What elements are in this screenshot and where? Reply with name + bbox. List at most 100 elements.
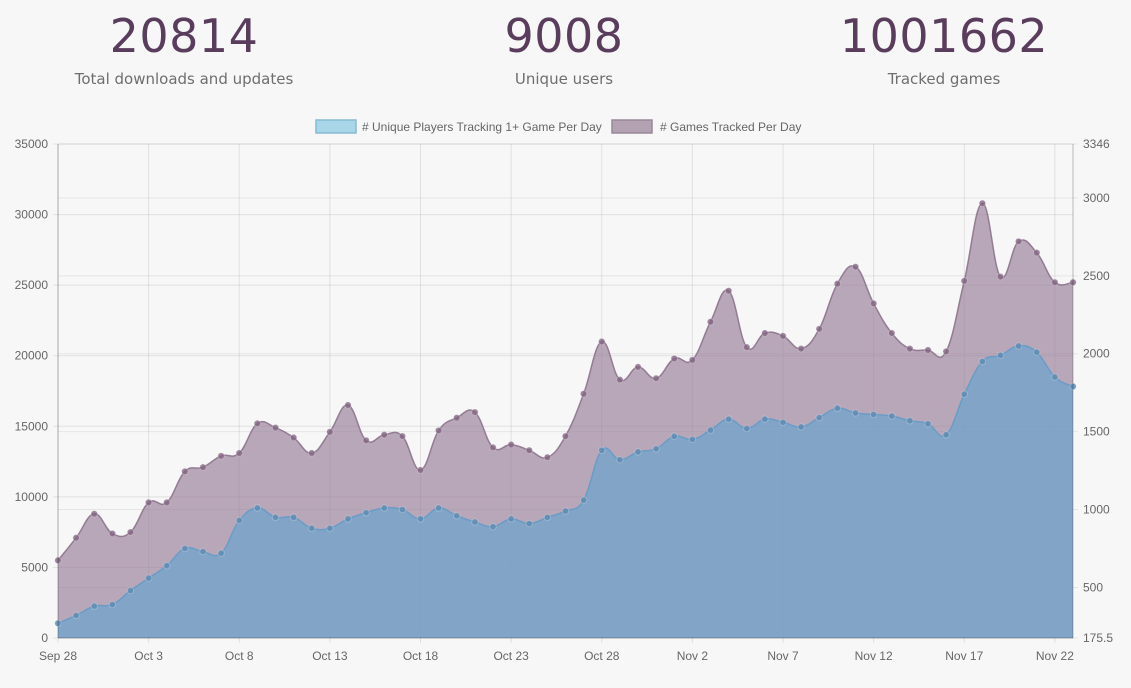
games-tracked-point[interactable]: [1033, 248, 1041, 257]
unique-players-point[interactable]: [434, 504, 443, 512]
unique-players-point[interactable]: [743, 424, 751, 433]
games-tracked-point[interactable]: [779, 332, 787, 340]
unique-players-point[interactable]: [108, 600, 117, 609]
legend-swatch[interactable]: [611, 119, 653, 134]
games-tracked-point[interactable]: [489, 443, 497, 452]
games-tracked-point[interactable]: [326, 428, 334, 436]
games-tracked-point[interactable]: [380, 431, 388, 439]
games-tracked-point[interactable]: [289, 433, 298, 442]
unique-players-point[interactable]: [706, 426, 715, 434]
games-tracked-point[interactable]: [670, 354, 678, 363]
games-tracked-point[interactable]: [163, 498, 171, 507]
unique-players-point[interactable]: [670, 432, 678, 441]
legend-swatch[interactable]: [315, 119, 357, 134]
unique-players-point[interactable]: [869, 410, 878, 419]
unique-players-point[interactable]: [199, 547, 207, 556]
games-tracked-point[interactable]: [616, 376, 624, 384]
unique-players-point[interactable]: [978, 357, 987, 366]
games-tracked-point[interactable]: [1051, 278, 1059, 287]
games-tracked-point[interactable]: [579, 390, 588, 398]
legend-label[interactable]: # Games Tracked Per Day: [660, 120, 801, 134]
games-tracked-point[interactable]: [561, 432, 570, 440]
games-tracked-point[interactable]: [652, 374, 660, 382]
unique-players-point[interactable]: [507, 515, 515, 523]
games-tracked-point[interactable]: [235, 449, 243, 457]
unique-players-point[interactable]: [688, 435, 697, 444]
unique-players-point[interactable]: [289, 513, 298, 522]
unique-players-point[interactable]: [489, 522, 497, 531]
games-tracked-point[interactable]: [869, 299, 878, 308]
games-tracked-point[interactable]: [888, 329, 896, 337]
games-tracked-point[interactable]: [706, 318, 715, 326]
unique-players-point[interactable]: [181, 544, 189, 553]
games-tracked-point[interactable]: [199, 463, 207, 471]
games-tracked-point[interactable]: [634, 363, 642, 371]
unique-players-point[interactable]: [54, 619, 62, 627]
games-tracked-point[interactable]: [833, 280, 842, 288]
unique-players-point[interactable]: [144, 574, 153, 582]
unique-players-point[interactable]: [942, 431, 950, 439]
unique-players-point[interactable]: [308, 524, 316, 532]
games-tracked-point[interactable]: [217, 452, 225, 460]
unique-players-point[interactable]: [779, 418, 787, 426]
games-tracked-point[interactable]: [181, 467, 189, 476]
games-tracked-point[interactable]: [90, 510, 98, 518]
unique-players-point[interactable]: [271, 513, 280, 522]
games-tracked-point[interactable]: [851, 263, 860, 271]
unique-players-point[interactable]: [362, 508, 370, 517]
unique-players-point[interactable]: [543, 513, 552, 522]
unique-players-point[interactable]: [72, 611, 80, 620]
unique-players-point[interactable]: [398, 505, 407, 514]
games-tracked-point[interactable]: [416, 466, 425, 474]
games-tracked-point[interactable]: [978, 199, 987, 207]
games-tracked-point[interactable]: [271, 423, 280, 432]
games-tracked-point[interactable]: [507, 440, 515, 449]
unique-players-point[interactable]: [598, 446, 606, 455]
games-tracked-point[interactable]: [144, 498, 153, 507]
unique-players-point[interactable]: [634, 448, 642, 456]
games-tracked-point[interactable]: [797, 344, 805, 353]
unique-players-point[interactable]: [1033, 348, 1041, 356]
games-tracked-point[interactable]: [815, 325, 823, 333]
games-tracked-point[interactable]: [906, 344, 914, 353]
games-tracked-point[interactable]: [308, 449, 316, 457]
games-tracked-point[interactable]: [724, 287, 733, 295]
unique-players-point[interactable]: [380, 504, 388, 512]
unique-players-point[interactable]: [924, 420, 932, 428]
unique-players-point[interactable]: [525, 519, 533, 528]
unique-players-point[interactable]: [888, 412, 896, 420]
games-tracked-point[interactable]: [434, 426, 443, 435]
unique-players-point[interactable]: [163, 561, 171, 570]
unique-players-point[interactable]: [1069, 382, 1077, 391]
games-tracked-point[interactable]: [1014, 237, 1023, 246]
unique-players-point[interactable]: [960, 390, 968, 398]
games-tracked-point[interactable]: [688, 356, 697, 364]
unique-players-point[interactable]: [471, 518, 479, 526]
unique-players-point[interactable]: [724, 415, 733, 423]
games-tracked-point[interactable]: [253, 419, 262, 428]
games-tracked-point[interactable]: [72, 534, 80, 542]
games-tracked-point[interactable]: [108, 529, 117, 538]
unique-players-point[interactable]: [1014, 342, 1023, 350]
games-tracked-point[interactable]: [761, 329, 769, 337]
games-tracked-point[interactable]: [1069, 278, 1077, 287]
unique-players-point[interactable]: [851, 409, 860, 417]
games-tracked-point[interactable]: [525, 446, 533, 454]
games-tracked-point[interactable]: [362, 436, 370, 445]
unique-players-point[interactable]: [761, 415, 769, 423]
unique-players-point[interactable]: [815, 413, 823, 422]
games-tracked-point[interactable]: [543, 453, 552, 462]
chart-legend[interactable]: # Unique Players Tracking 1+ Game Per Da…: [315, 119, 801, 134]
unique-players-point[interactable]: [126, 586, 135, 595]
unique-players-point[interactable]: [996, 351, 1005, 359]
unique-players-point[interactable]: [217, 549, 225, 557]
unique-players-point[interactable]: [1051, 373, 1059, 381]
games-tracked-point[interactable]: [996, 272, 1005, 281]
games-tracked-point[interactable]: [960, 277, 968, 285]
games-tracked-point[interactable]: [743, 343, 751, 351]
unique-players-point[interactable]: [616, 455, 624, 464]
unique-players-point[interactable]: [416, 515, 425, 523]
games-tracked-point[interactable]: [942, 347, 950, 356]
games-tracked-point[interactable]: [924, 346, 932, 354]
games-tracked-point[interactable]: [471, 408, 479, 416]
